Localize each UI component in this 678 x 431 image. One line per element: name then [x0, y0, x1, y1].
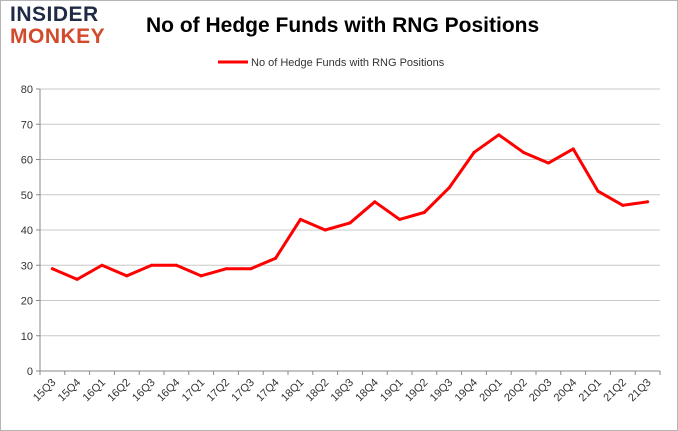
series-layer — [50, 133, 650, 281]
x-tick-label-21Q2: 21Q2 — [601, 377, 629, 405]
y-tick-label-30: 30 — [21, 260, 33, 272]
data-point-17Q1 — [199, 274, 203, 278]
data-point-19Q2 — [422, 210, 426, 214]
x-tick-label-20Q3: 20Q3 — [527, 377, 555, 405]
data-point-20Q1 — [497, 133, 501, 137]
x-tick-label-16Q2: 16Q2 — [105, 377, 133, 405]
x-tick-label-17Q1: 17Q1 — [180, 377, 208, 405]
x-tick-label-18Q1: 18Q1 — [279, 377, 307, 405]
y-tick-labels: 0 10 20 30 40 50 60 70 80 — [21, 84, 33, 378]
y-tick-label-20: 20 — [21, 296, 33, 308]
x-tick-label-20Q2: 20Q2 — [502, 377, 530, 405]
grid-lines — [40, 88, 660, 337]
legend: No of Hedge Funds with RNG Positions — [218, 57, 445, 69]
x-tick-label-15Q4: 15Q4 — [56, 377, 84, 405]
insider-monkey-logo: INSIDER MONKEY — [10, 4, 105, 48]
data-point-16Q2 — [125, 274, 129, 278]
data-point-17Q3 — [249, 267, 253, 271]
data-point-21Q2 — [621, 203, 625, 207]
data-point-19Q1 — [398, 217, 402, 221]
x-tick-labels: 15Q315Q416Q116Q216Q316Q417Q117Q217Q317Q4… — [31, 377, 654, 405]
data-point-21Q1 — [596, 189, 600, 193]
data-point-18Q3 — [348, 221, 352, 225]
legend-label: No of Hedge Funds with RNG Positions — [251, 57, 445, 69]
axes — [36, 88, 661, 375]
x-tick-label-15Q3: 15Q3 — [31, 377, 59, 405]
x-tick-label-16Q1: 16Q1 — [81, 377, 109, 405]
x-tick-label-20Q1: 20Q1 — [477, 377, 505, 405]
x-tick-label-18Q2: 18Q2 — [304, 377, 332, 405]
logo-line-1: INSIDER — [10, 3, 99, 26]
x-tick-label-21Q3: 21Q3 — [626, 377, 654, 405]
data-point-17Q4 — [274, 256, 278, 260]
x-tick-label-16Q4: 16Q4 — [155, 377, 183, 405]
data-point-18Q4 — [373, 200, 377, 204]
data-point-21Q3 — [646, 200, 650, 204]
x-tick-label-16Q3: 16Q3 — [130, 377, 158, 405]
y-tick-label-50: 50 — [21, 190, 33, 202]
data-point-20Q4 — [571, 147, 575, 151]
data-point-20Q2 — [522, 150, 526, 154]
x-tick-label-19Q2: 19Q2 — [403, 377, 431, 405]
y-tick-label-10: 10 — [21, 331, 33, 343]
data-point-19Q3 — [447, 186, 451, 190]
x-tick-label-18Q3: 18Q3 — [329, 377, 357, 405]
x-tick-label-20Q4: 20Q4 — [552, 377, 580, 405]
data-point-18Q1 — [298, 217, 302, 221]
series-line-0 — [50, 133, 650, 281]
x-tick-label-18Q4: 18Q4 — [353, 377, 381, 405]
y-tick-label-60: 60 — [21, 155, 33, 167]
x-tick-label-17Q4: 17Q4 — [254, 377, 282, 405]
x-tick-label-17Q2: 17Q2 — [205, 377, 233, 405]
data-point-16Q1 — [100, 263, 104, 267]
data-point-19Q4 — [472, 150, 476, 154]
data-point-17Q2 — [224, 267, 228, 271]
data-point-15Q4 — [75, 277, 79, 281]
data-point-16Q3 — [150, 263, 154, 267]
x-tick-label-21Q1: 21Q1 — [577, 377, 605, 405]
y-tick-label-80: 80 — [21, 84, 33, 96]
y-tick-label-0: 0 — [27, 366, 33, 378]
data-point-20Q3 — [546, 161, 550, 165]
data-point-18Q2 — [323, 228, 327, 232]
chart-title: No of Hedge Funds with RNG Positions — [146, 14, 540, 37]
y-tick-label-40: 40 — [21, 225, 33, 237]
data-point-15Q3 — [50, 267, 54, 271]
x-tick-label-19Q3: 19Q3 — [428, 377, 456, 405]
x-tick-label-19Q1: 19Q1 — [378, 377, 406, 405]
data-point-16Q4 — [174, 263, 178, 267]
y-tick-label-70: 70 — [21, 119, 33, 131]
x-tick-label-17Q3: 17Q3 — [229, 377, 257, 405]
logo-line-2: MONKEY — [10, 25, 106, 48]
x-tick-label-19Q4: 19Q4 — [453, 377, 481, 405]
